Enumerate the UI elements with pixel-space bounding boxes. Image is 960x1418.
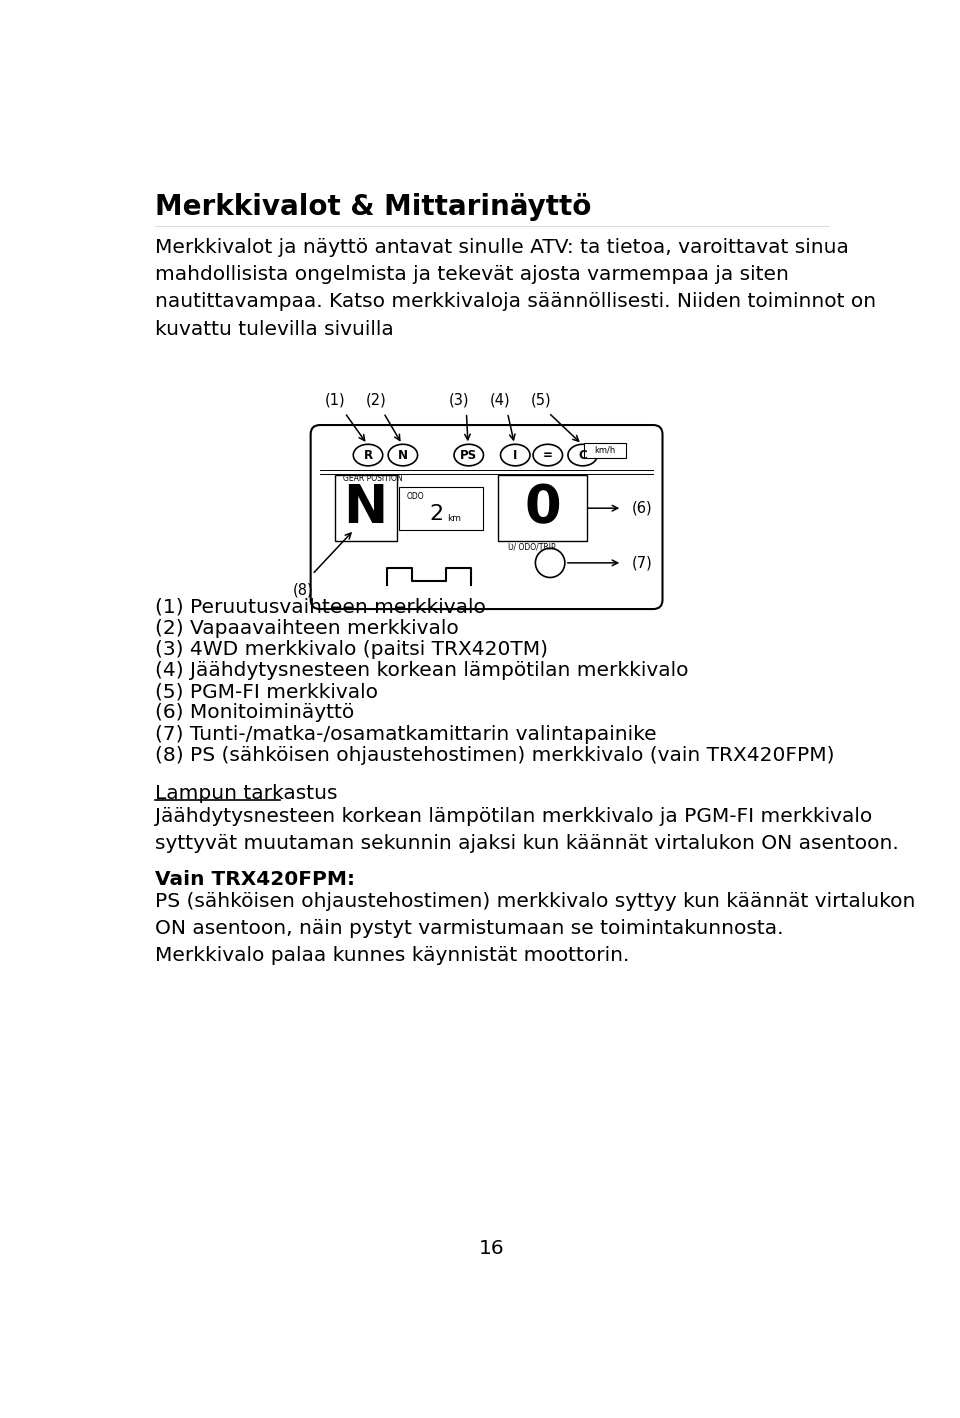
Text: (2) Vapaavaihteen merkkivalo: (2) Vapaavaihteen merkkivalo (155, 618, 459, 638)
FancyBboxPatch shape (585, 442, 626, 458)
Text: km: km (447, 513, 461, 523)
Text: (8): (8) (293, 583, 313, 597)
Text: =: = (542, 448, 553, 462)
Ellipse shape (353, 444, 383, 467)
Text: Lampun tarkastus: Lampun tarkastus (155, 784, 337, 803)
Ellipse shape (388, 444, 418, 467)
Text: (4): (4) (490, 393, 510, 407)
Text: (8) PS (sähköisen ohjaustehostimen) merkkivalo (vain TRX420FPM): (8) PS (sähköisen ohjaustehostimen) merk… (155, 746, 834, 764)
Text: (6) Monitoiminäyttö: (6) Monitoiminäyttö (155, 703, 354, 722)
Ellipse shape (568, 444, 597, 467)
Text: 16: 16 (479, 1239, 505, 1258)
FancyBboxPatch shape (335, 475, 396, 542)
Text: 2: 2 (429, 505, 444, 525)
Text: (1): (1) (325, 393, 346, 407)
Text: Merkkivalot ja näyttö antavat sinulle ATV: ta tietoa, varoittavat sinua
mahdolli: Merkkivalot ja näyttö antavat sinulle AT… (155, 238, 876, 339)
Text: (3) 4WD merkkivalo (paitsi TRX420TM): (3) 4WD merkkivalo (paitsi TRX420TM) (155, 640, 548, 659)
FancyBboxPatch shape (399, 486, 484, 530)
Text: Ʋ/ ODO/TRIP: Ʋ/ ODO/TRIP (508, 542, 555, 552)
Text: PS: PS (460, 448, 477, 462)
Text: (7) Tunti-/matka-/osamatkamittarin valintapainike: (7) Tunti-/matka-/osamatkamittarin valin… (155, 725, 657, 743)
Text: Vain TRX420FPM:: Vain TRX420FPM: (155, 871, 355, 889)
Text: GEAR POSITION: GEAR POSITION (344, 474, 403, 484)
FancyBboxPatch shape (311, 425, 662, 610)
FancyBboxPatch shape (498, 475, 587, 542)
Ellipse shape (500, 444, 530, 467)
Ellipse shape (454, 444, 484, 467)
Text: (3): (3) (448, 393, 468, 407)
Text: N: N (344, 482, 388, 535)
Text: R: R (364, 448, 372, 462)
Text: 0: 0 (524, 482, 561, 535)
Text: ODO: ODO (407, 492, 424, 501)
Text: N: N (397, 448, 408, 462)
Text: (6): (6) (632, 501, 652, 516)
Circle shape (536, 549, 564, 577)
Text: Jäähdytysnesteen korkean lämpötilan merkkivalo ja PGM-FI merkkivalo
syttyvät muu: Jäähdytysnesteen korkean lämpötilan merk… (155, 807, 899, 854)
Text: (1) Peruutusvaihteen merkkivalo: (1) Peruutusvaihteen merkkivalo (155, 597, 486, 617)
Text: (5): (5) (531, 393, 551, 407)
Text: (7): (7) (632, 556, 652, 570)
Text: I: I (513, 448, 517, 462)
Text: (5) PGM-FI merkkivalo: (5) PGM-FI merkkivalo (155, 682, 378, 702)
Text: C: C (578, 448, 588, 462)
Text: PS (sähköisen ohjaustehostimen) merkkivalo syttyy kun käännät virtalukon
ON asen: PS (sähköisen ohjaustehostimen) merkkiva… (155, 892, 915, 966)
Text: (4) Jäähdytysnesteen korkean lämpötilan merkkivalo: (4) Jäähdytysnesteen korkean lämpötilan … (155, 661, 688, 681)
Text: (2): (2) (366, 393, 386, 407)
Ellipse shape (533, 444, 563, 467)
Text: Merkkivalot & Mittarinäyttö: Merkkivalot & Mittarinäyttö (155, 193, 591, 221)
Text: km/h: km/h (594, 445, 615, 455)
